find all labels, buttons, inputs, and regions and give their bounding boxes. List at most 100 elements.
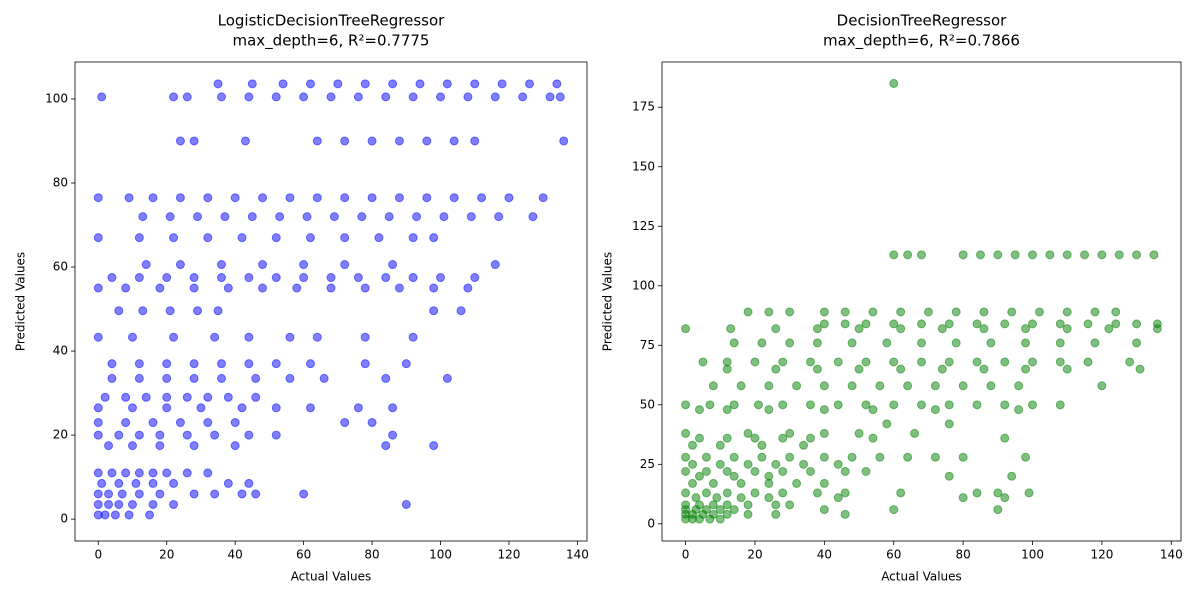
point [271,359,281,369]
point [1062,364,1072,374]
point [216,92,226,102]
point [715,514,725,524]
point [694,471,704,481]
point [251,392,261,402]
x-tick-label: 120 [498,548,521,562]
point [165,306,175,316]
point [220,212,230,222]
point [439,212,449,222]
point [429,283,439,293]
point [694,433,704,443]
point [175,418,185,428]
point [778,357,788,367]
point [305,79,315,89]
point [764,307,774,317]
point [882,419,892,429]
point [701,488,711,498]
point [93,499,103,509]
point [305,233,315,243]
point [729,400,739,410]
point [757,452,767,462]
point [278,79,288,89]
point [1132,319,1142,329]
point [812,338,822,348]
point [93,418,103,428]
point [175,193,185,203]
point [237,233,247,243]
point [134,373,144,383]
point [972,319,982,329]
point [384,212,394,222]
point [104,489,114,499]
x-tick-label: 140 [1160,548,1183,562]
y-tick-label: 100 [632,278,655,292]
point [213,306,223,316]
point [785,500,795,510]
point [1132,338,1142,348]
points [681,78,1162,524]
point [138,306,148,316]
point [408,92,418,102]
point [107,359,117,369]
point [193,212,203,222]
point [875,452,885,462]
point [114,478,124,488]
point [1055,357,1065,367]
point [917,319,926,329]
point [1135,364,1145,374]
point [917,250,926,260]
point [868,433,878,443]
point [145,510,155,520]
point [353,273,363,283]
point [715,440,725,450]
point [127,403,137,413]
point [778,433,788,443]
point [889,250,899,260]
y-tick-label: 40 [53,344,68,358]
point [203,233,213,243]
point [840,466,850,476]
point [1080,250,1090,260]
point [285,332,295,342]
y-tick-label: 80 [53,176,68,190]
point [138,212,148,222]
point [193,306,203,316]
point [504,193,514,203]
point [302,212,312,222]
y-axis-label: Predicted Values [601,252,615,351]
point [182,92,192,102]
point [833,493,843,503]
point [93,193,103,203]
point [141,260,151,270]
y-tick-label: 100 [45,91,68,105]
point [162,403,172,413]
point [401,499,411,509]
point [854,364,864,374]
point [937,324,947,334]
point [470,136,480,146]
point [189,359,199,369]
point [1021,364,1031,374]
point [1021,338,1031,348]
point [819,405,829,415]
point [401,359,411,369]
point [1090,338,1100,348]
point [312,193,322,203]
point [449,136,459,146]
point [107,273,117,283]
point [299,489,309,499]
point [805,433,815,443]
point [1104,324,1114,334]
point [162,359,172,369]
point [1021,324,1031,334]
point [1014,405,1024,415]
point [722,364,732,374]
point [169,92,179,102]
point [367,136,377,146]
point [93,489,103,499]
point [329,212,339,222]
point [805,400,815,410]
point [394,193,404,203]
point [1062,307,1072,317]
